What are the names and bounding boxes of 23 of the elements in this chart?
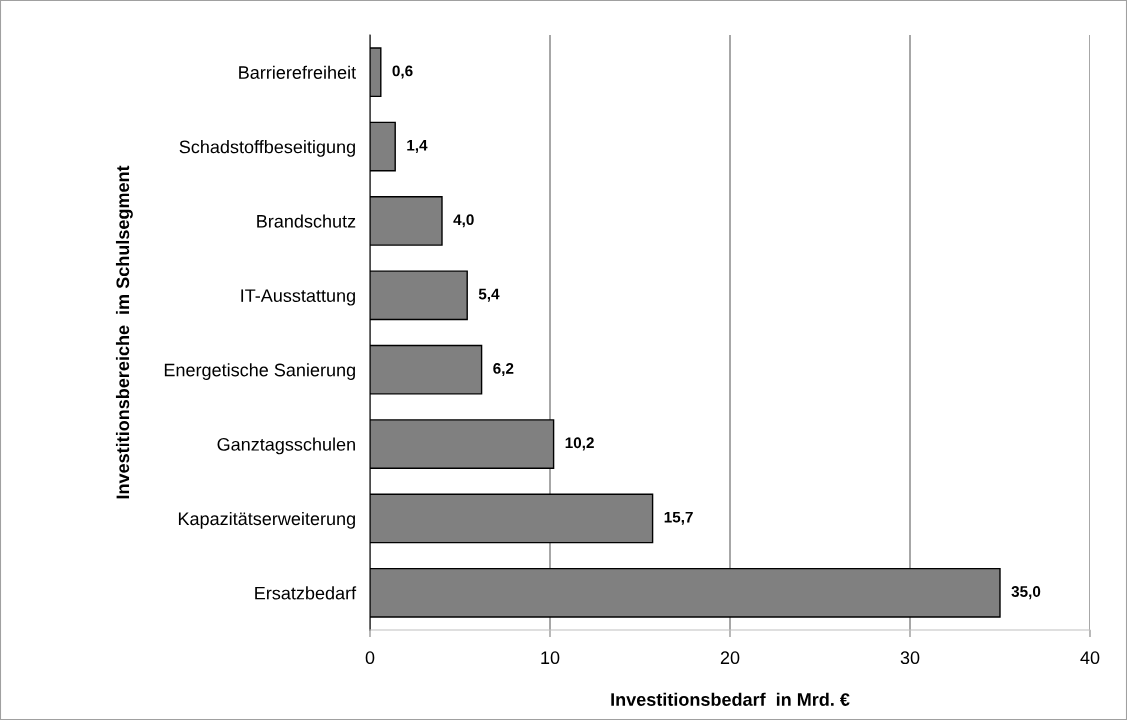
x-axis-title: Investitionsbedarf in Mrd. €: [611, 692, 850, 706]
data-label: 15,7: [664, 511, 693, 525]
y-tick-label: Ersatzbedarf: [255, 586, 357, 600]
x-tick-label: 30: [900, 651, 920, 665]
x-tick-label: 10: [541, 651, 560, 665]
y-tick-label: Ganztagsschulen: [217, 437, 355, 455]
data-label: 10,2: [565, 437, 594, 451]
data-label: 5,4: [478, 288, 500, 302]
y-tick-label: Schadstoffbeseitigung: [179, 140, 355, 157]
y-tick-label: Brandschutz: [257, 214, 356, 228]
x-tick-label: 40: [1080, 651, 1100, 665]
x-tick-label: 0: [365, 651, 375, 665]
y-axis-title: Investitionsbereiche im Schulsegment: [115, 165, 133, 499]
y-tick-label: Barrierefreiheit: [239, 65, 356, 79]
x-tick-label: 20: [720, 651, 740, 665]
y-tick-label: Kapazitätserweiterung: [178, 511, 355, 529]
y-tick-label: IT-Ausstattung: [241, 289, 355, 306]
data-label: 4,0: [453, 214, 474, 228]
data-label: 6,2: [493, 362, 514, 376]
data-label: 1,4: [407, 140, 428, 153]
data-label: 0,6: [392, 65, 413, 79]
y-tick-label: Energetische Sanierung: [164, 363, 355, 380]
data-label: 35,0: [1011, 586, 1041, 600]
